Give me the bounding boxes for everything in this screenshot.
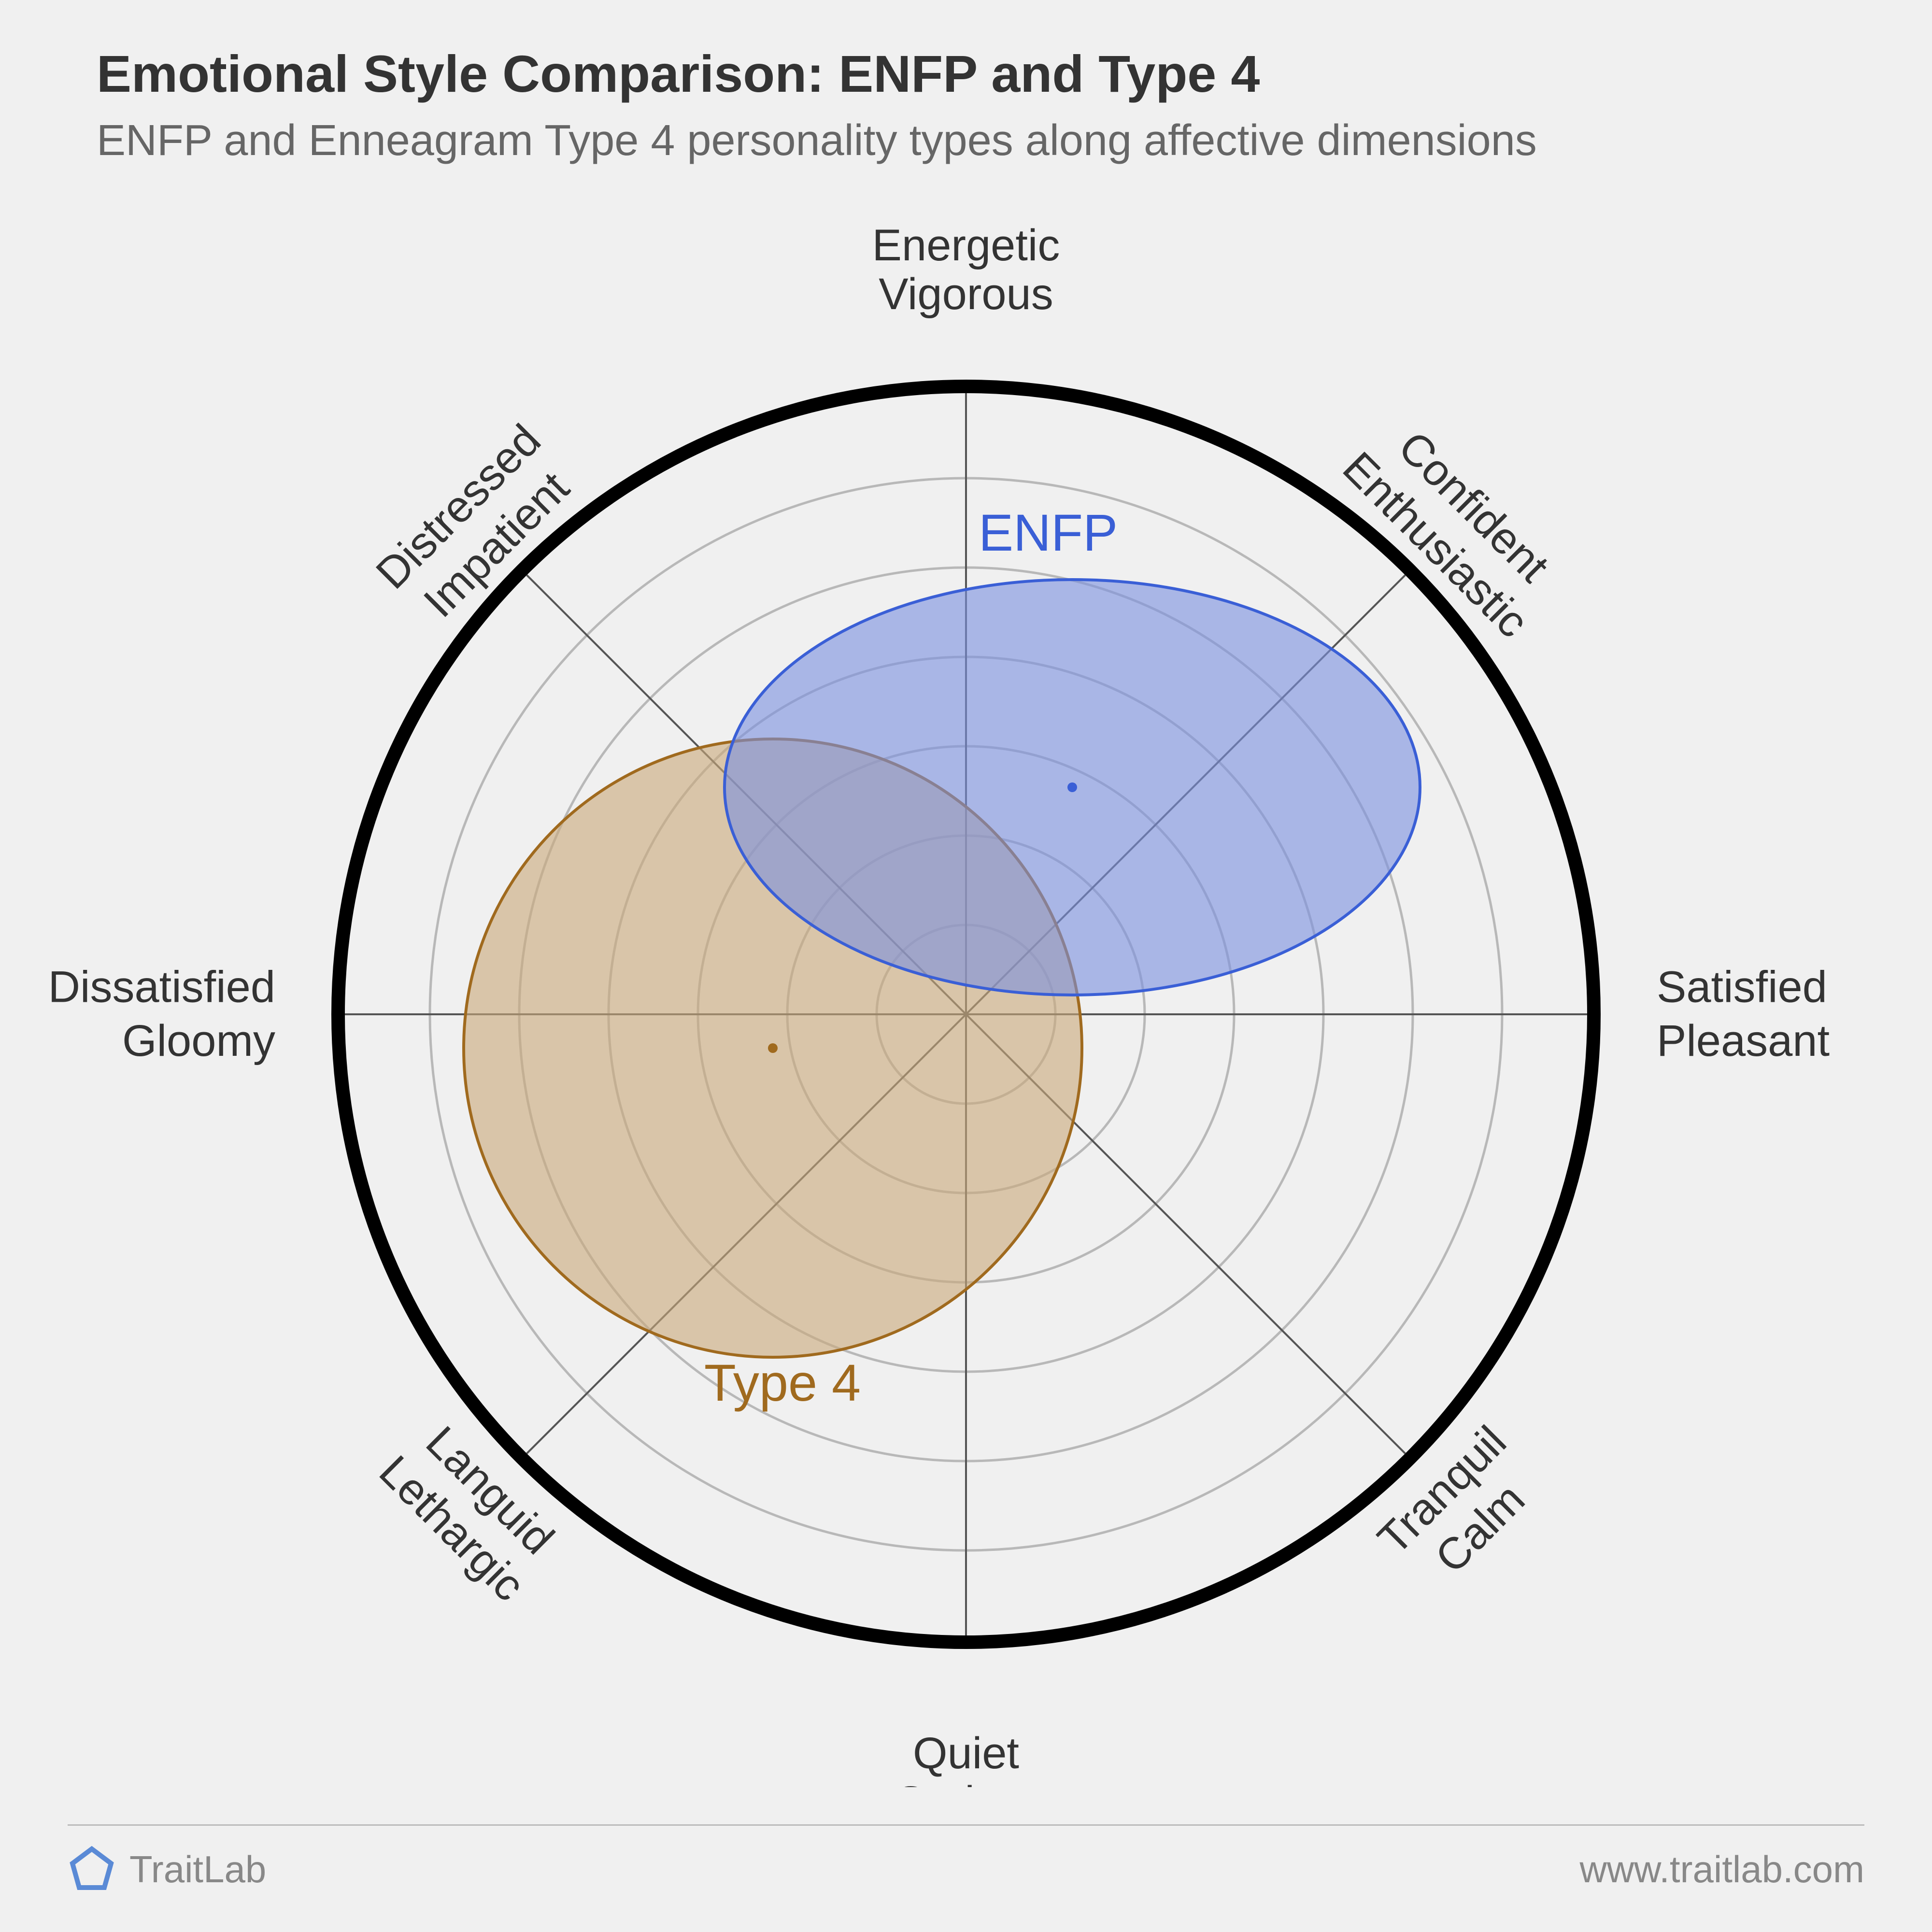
brand-logo-icon — [68, 1845, 116, 1893]
chart-title: Emotional Style Comparison: ENFP and Typ… — [97, 43, 1260, 104]
svg-text:Energetic: Energetic — [872, 221, 1060, 270]
brand-url: www.traitlab.com — [1580, 1847, 1865, 1891]
series-label: Type 4 — [704, 1353, 861, 1412]
svg-text:Satisfied: Satisfied — [1657, 963, 1827, 1012]
axis-label: EnergeticVigorous — [872, 221, 1060, 319]
series-center-dot — [768, 1043, 778, 1053]
axis-label: QuietSedate — [895, 1729, 1037, 1787]
svg-text:Pleasant: Pleasant — [1657, 1016, 1830, 1065]
svg-text:Gloomy: Gloomy — [122, 1016, 275, 1065]
svg-text:Dissatisfied: Dissatisfied — [48, 963, 275, 1012]
radar-chart-svg: EnergeticVigorousConfidentEnthusiasticSa… — [0, 193, 1932, 1787]
svg-text:Sedate: Sedate — [895, 1777, 1037, 1787]
figure-footer: TraitLab www.traitlab.com — [68, 1824, 1864, 1893]
svg-text:Vigorous: Vigorous — [879, 270, 1053, 319]
svg-text:Quiet: Quiet — [913, 1729, 1019, 1778]
series-group — [464, 580, 1420, 1357]
series-center-dot — [1067, 782, 1077, 792]
axis-label: SatisfiedPleasant — [1657, 963, 1830, 1065]
brand: TraitLab — [68, 1845, 266, 1893]
chart-subtitle: ENFP and Enneagram Type 4 personality ty… — [97, 116, 1537, 166]
series-label: ENFP — [979, 503, 1118, 562]
axis-label: DissatisfiedGloomy — [48, 963, 275, 1065]
brand-name: TraitLab — [129, 1847, 266, 1891]
chart-area: EnergeticVigorousConfidentEnthusiasticSa… — [0, 193, 1932, 1787]
figure-container: { "title": "Emotional Style Comparison: … — [0, 0, 1932, 1932]
